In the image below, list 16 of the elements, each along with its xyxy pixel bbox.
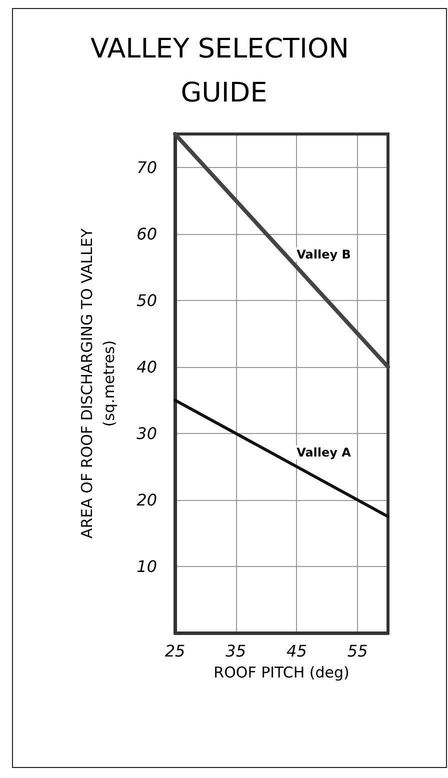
y-tick-label: 30 xyxy=(136,424,157,443)
x-tick-label: 45 xyxy=(286,642,307,660)
chart-title: VALLEY SELECTION GUIDE xyxy=(90,34,358,108)
x-tick-label: 25 xyxy=(164,642,186,660)
y-tick-label: 70 xyxy=(136,158,157,177)
x-tick-label: 55 xyxy=(347,642,368,660)
y-axis-title: AREA OF ROOF DISCHARGING TO VALLEY (sq.metres) xyxy=(78,228,118,539)
y-tick-label: 10 xyxy=(136,556,157,576)
x-axis-title: ROOF PITCH (deg) xyxy=(214,664,350,682)
y-tick-label: 60 xyxy=(136,224,157,244)
x-tick-label: 35 xyxy=(226,642,246,660)
y-tick-label: 20 xyxy=(136,490,157,510)
y-tick-label: 50 xyxy=(136,290,157,310)
series-label: Valley A xyxy=(296,445,352,460)
series-label: Valley B xyxy=(296,247,351,262)
y-tick-label: 40 xyxy=(136,357,157,376)
